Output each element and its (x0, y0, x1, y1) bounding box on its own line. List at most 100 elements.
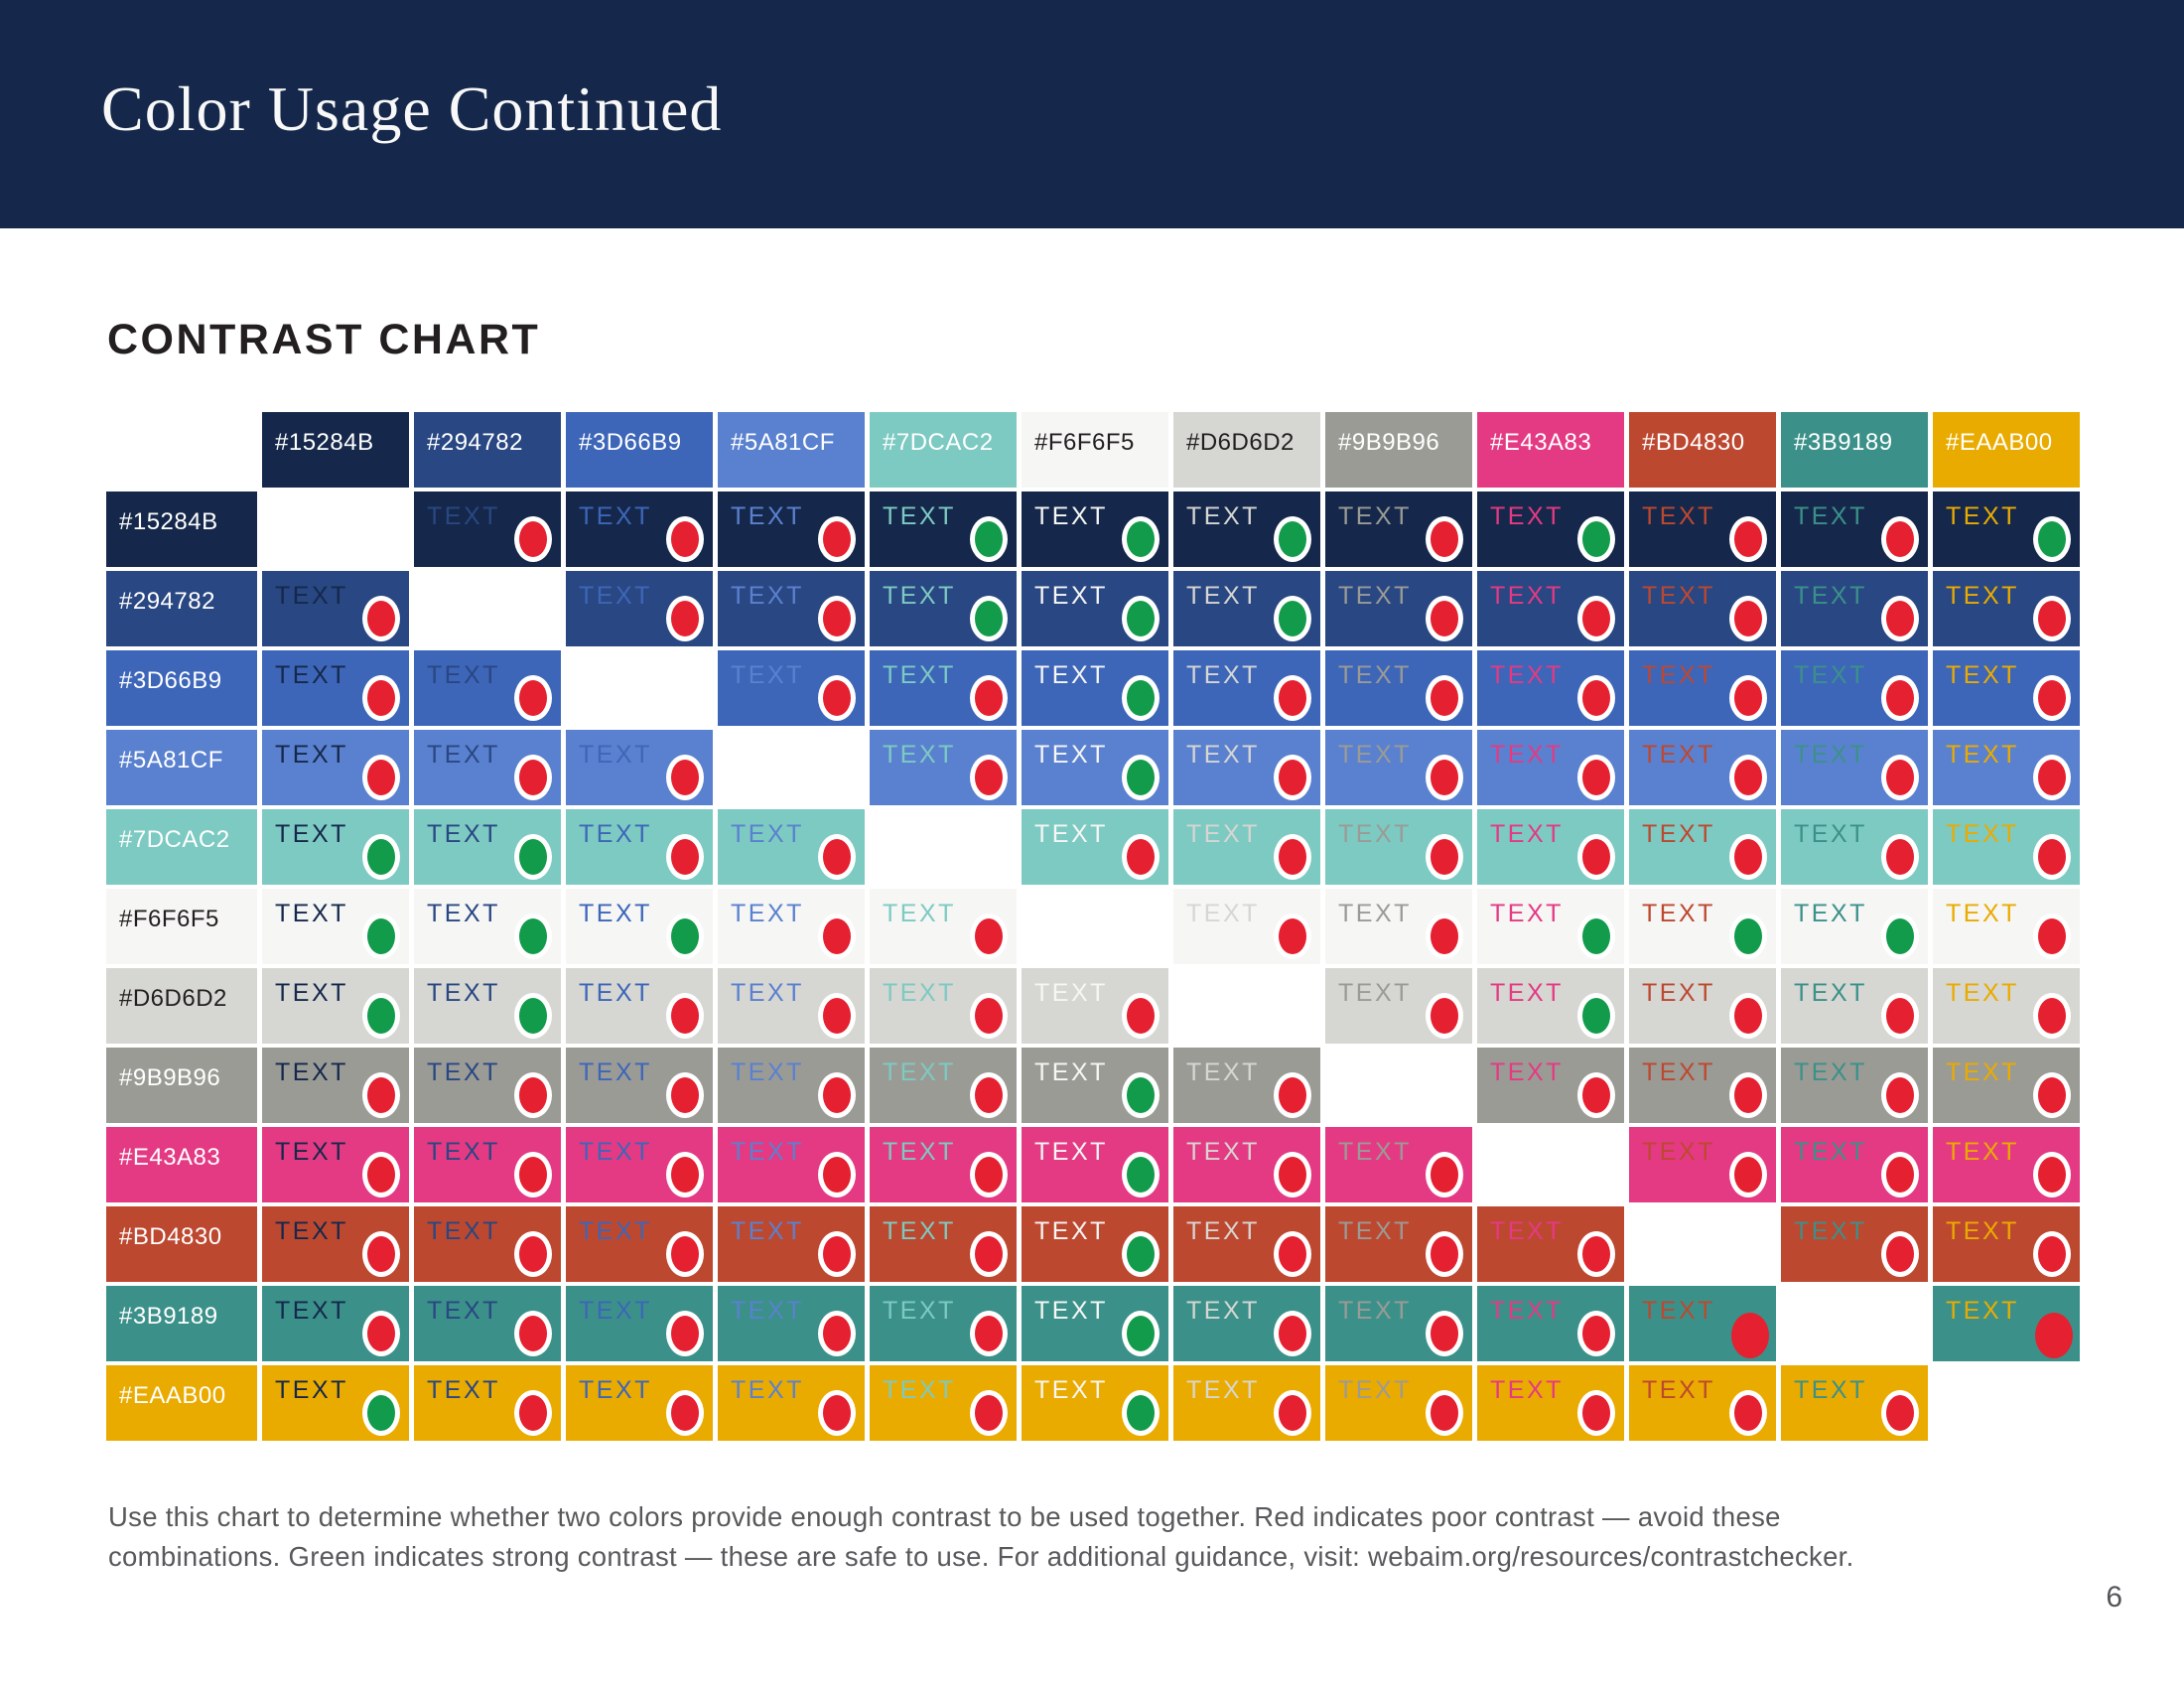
cell-text-sample: TEXT (883, 900, 956, 927)
contrast-cell: TEXT (1173, 1286, 1320, 1361)
contrast-cell: TEXT (1933, 968, 2080, 1044)
red-contrast-dot (2033, 914, 2071, 959)
contrast-cell: TEXT (1022, 1206, 1168, 1282)
contrast-cell: TEXT (1629, 650, 1776, 726)
contrast-cell: TEXT (414, 1206, 561, 1282)
cell-text-sample: TEXT (275, 661, 348, 689)
contrast-cell: TEXT (1477, 571, 1624, 646)
diagonal-blank-cell (414, 571, 561, 646)
red-contrast-dot (1577, 596, 1615, 641)
cell-text-sample: TEXT (1642, 1297, 1715, 1325)
cell-text-sample: TEXT (427, 900, 500, 927)
cell-text-sample: TEXT (275, 582, 348, 610)
cell-text-sample: TEXT (275, 1376, 348, 1404)
red-contrast-dot (1577, 675, 1615, 721)
red-contrast-dot (1274, 675, 1311, 721)
cell-text-sample: TEXT (883, 582, 956, 610)
cell-text-sample: TEXT (579, 582, 652, 610)
cell-text-sample: TEXT (1186, 1058, 1260, 1086)
cell-text-sample: TEXT (883, 1058, 956, 1086)
diagonal-blank-cell (1477, 1127, 1624, 1202)
contrast-cell: TEXT (1325, 1127, 1472, 1202)
contrast-cell: TEXT (1933, 730, 2080, 805)
contrast-cell: TEXT (1477, 1365, 1624, 1441)
contrast-cell: TEXT (718, 1048, 865, 1123)
contrast-cell: TEXT (718, 492, 865, 567)
red-contrast-dot (1729, 1390, 1767, 1436)
diagonal-blank-cell (1173, 968, 1320, 1044)
cell-text-sample: TEXT (1338, 741, 1412, 769)
contrast-cell: TEXT (1022, 571, 1168, 646)
contrast-cell: TEXT (262, 809, 409, 885)
green-contrast-dot (1122, 1231, 1160, 1277)
cell-text-sample: TEXT (731, 661, 804, 689)
red-contrast-dot (666, 834, 704, 880)
green-contrast-dot (1122, 596, 1160, 641)
red-contrast-dot (666, 1072, 704, 1118)
red-contrast-dot (970, 755, 1008, 800)
description-line-1: Use this chart to determine whether two … (108, 1501, 1781, 1532)
swatch-hex-label: #D6D6D2 (1186, 429, 1295, 456)
column-header-swatch: #15284B (262, 412, 409, 488)
green-contrast-dot (1274, 596, 1311, 641)
cell-text-sample: TEXT (883, 979, 956, 1007)
red-contrast-dot (2033, 834, 2071, 880)
cell-text-sample: TEXT (731, 820, 804, 848)
chart-description: Use this chart to determine whether two … (108, 1497, 2014, 1577)
contrast-cell: TEXT (262, 1365, 409, 1441)
contrast-cell: TEXT (1173, 1365, 1320, 1441)
cell-text-sample: TEXT (1794, 1058, 1867, 1086)
contrast-cell: TEXT (1629, 889, 1776, 964)
swatch-hex-label: #5A81CF (119, 747, 223, 774)
red-contrast-dot (1426, 675, 1463, 721)
red-contrast-dot (1729, 993, 1767, 1039)
cell-text-sample: TEXT (579, 979, 652, 1007)
cell-text-sample: TEXT (1946, 1217, 2019, 1245)
contrast-cell: TEXT (1477, 730, 1624, 805)
green-contrast-dot (666, 914, 704, 959)
contrast-cell: TEXT (262, 730, 409, 805)
cell-text-sample: TEXT (1186, 1217, 1260, 1245)
cell-text-sample: TEXT (1338, 1138, 1412, 1166)
red-contrast-dot (970, 1390, 1008, 1436)
red-contrast-dot (1881, 755, 1919, 800)
contrast-cell: TEXT (870, 730, 1017, 805)
cell-text-sample: TEXT (1794, 661, 1867, 689)
contrast-cell: TEXT (414, 1127, 561, 1202)
diagonal-blank-cell (1629, 1206, 1776, 1282)
green-contrast-dot (1122, 755, 1160, 800)
cell-text-sample: TEXT (1034, 1058, 1108, 1086)
red-contrast-dot (362, 1311, 400, 1356)
page-number: 6 (2106, 1581, 2122, 1614)
row-header-swatch: #7DCAC2 (106, 809, 257, 885)
contrast-cell: TEXT (1325, 1365, 1472, 1441)
cell-text-sample: TEXT (427, 820, 500, 848)
red-contrast-dot (1881, 675, 1919, 721)
red-contrast-dot (1729, 834, 1767, 880)
contrast-cell: TEXT (718, 1127, 865, 1202)
diagonal-blank-cell (566, 650, 713, 726)
red-contrast-dot (1881, 1072, 1919, 1118)
contrast-cell: TEXT (566, 968, 713, 1044)
contrast-cell: TEXT (1933, 1127, 2080, 1202)
swatch-hex-label: #BD4830 (1642, 429, 1745, 456)
contrast-cell: TEXT (262, 1286, 409, 1361)
cell-text-sample: TEXT (731, 900, 804, 927)
cell-text-sample: TEXT (1794, 1217, 1867, 1245)
red-contrast-dot (818, 1311, 856, 1356)
cell-text-sample: TEXT (427, 1376, 500, 1404)
row-header-swatch: #E43A83 (106, 1127, 257, 1202)
contrast-cell: TEXT (1781, 1048, 1928, 1123)
red-contrast-dot (514, 516, 552, 562)
contrast-cell: TEXT (1022, 1365, 1168, 1441)
red-contrast-dot (1881, 1152, 1919, 1197)
cell-text-sample: TEXT (1186, 1138, 1260, 1166)
contrast-cell: TEXT (1173, 571, 1320, 646)
contrast-cell: TEXT (414, 1048, 561, 1123)
cell-text-sample: TEXT (1186, 1297, 1260, 1325)
swatch-hex-label: #E43A83 (1490, 429, 1592, 456)
row-header-swatch: #15284B (106, 492, 257, 567)
red-contrast-dot (1881, 834, 1919, 880)
red-contrast-dot (1729, 516, 1767, 562)
cell-text-sample: TEXT (1946, 1138, 2019, 1166)
